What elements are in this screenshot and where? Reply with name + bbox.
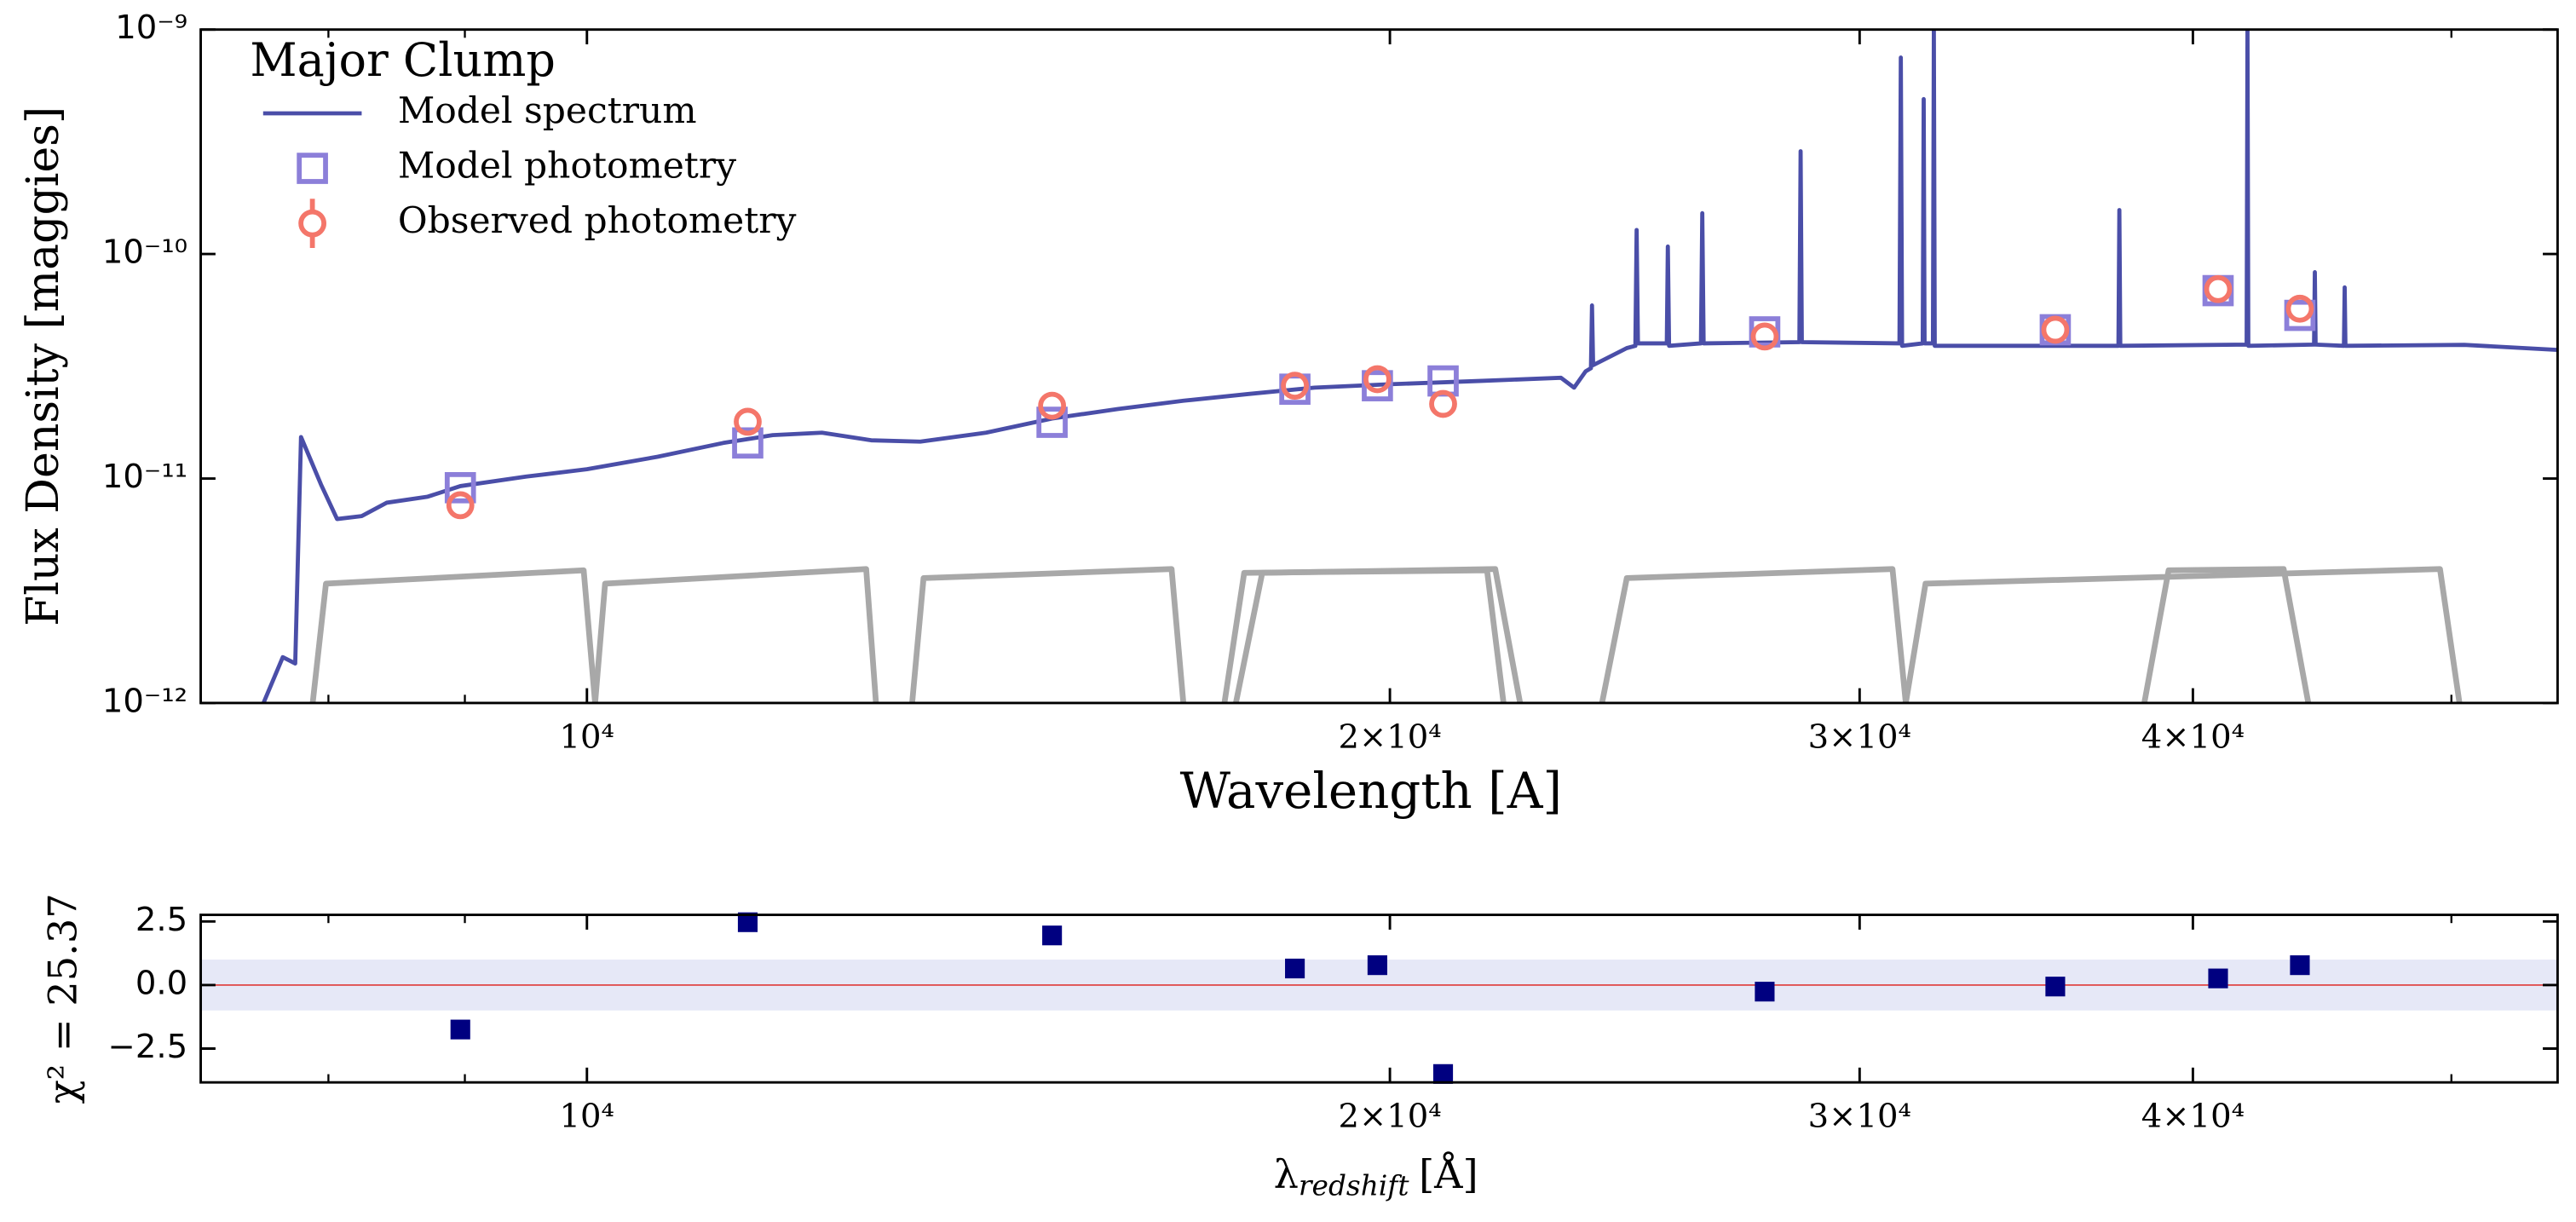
residual-point [2045,977,2066,997]
observed-photometry-point [734,407,762,436]
y-tick-label: −2.5 [108,1028,188,1066]
x-tick-label: 10⁴ [560,1098,614,1136]
residual-point [737,912,758,932]
x-tick-label: 3×10⁴ [1808,718,1911,756]
x-tick-label: 2×10⁴ [1338,1098,1441,1136]
residual-point [2290,955,2310,976]
chart-title: Major Clump [250,33,556,87]
model-spectrum [261,29,2558,703]
legend-label: Model spectrum [398,89,697,131]
model-photometry-point [444,472,476,504]
y-tick-label: 10⁻¹⁰ [102,233,187,272]
filter-curve [1221,567,1507,703]
x-axis-label: λredshift [Å] [1274,1150,1478,1202]
residual-point [1285,958,1305,979]
x-axis-label: Wavelength [A] [1180,762,1562,820]
x-label-unit: [Å] [1419,1150,1478,1197]
filter-curve [309,567,598,703]
legend-swatch [297,153,328,184]
x-tick-label: 2×10⁴ [1338,718,1441,756]
observed-photometry-point [2204,274,2233,303]
residual-point [1367,955,1387,976]
observed-photometry-point [1363,365,1392,394]
model-photometry-point [732,427,764,459]
residual-point [2208,968,2228,989]
y-tick-label: 0.0 [135,964,187,1002]
filter-curve [1903,566,2463,703]
x-tick-label: 4×10⁴ [2141,1098,2245,1136]
model-photometry-point [1362,370,1393,401]
y-tick-label: 10⁻⁹ [115,9,187,47]
filter-curve [592,566,879,703]
plot-area [261,29,2558,703]
x-label-subscript: redshift [1299,1170,1409,1202]
filter-curve [1599,566,1909,703]
plot-area [200,960,2558,1011]
observed-photometry-point [1750,322,1779,351]
filter-curve [909,566,1187,703]
model-photometry-point [1036,406,1068,438]
residual-point [1042,925,1063,946]
observed-photometry-point [1281,372,1309,401]
filter-curve [1233,566,1524,703]
y-axis-label: Flux Density [maggies] [18,107,69,626]
model-photometry-point [2284,299,2316,331]
residual-point [1432,1063,1454,1084]
observed-photometry-point [1038,391,1067,420]
residual-point [1755,982,1775,1002]
observed-photometry-point [2285,294,2314,323]
y-axis-label: χ² = 25.37 [40,893,86,1104]
x-tick-label: 4×10⁴ [2141,718,2245,756]
observed-photometry-point [2041,315,2070,344]
x-tick-label: 3×10⁴ [1808,1098,1911,1136]
observed-photometry-point [1429,389,1457,418]
legend-label: Model photometry [398,145,736,187]
observed-photometry-point [446,491,475,520]
legend-swatch [298,209,326,238]
x-tick-label: 10⁴ [560,718,614,756]
filter-curve [2141,566,2312,703]
y-tick-label: 2.5 [135,901,187,939]
axes-frame [199,28,2559,705]
y-tick-label: 10⁻¹² [102,682,187,720]
y-tick-label: 10⁻¹¹ [102,458,187,496]
legend-label: Observed photometry [398,199,797,241]
residual-point [450,1019,470,1040]
axes-frame [199,914,2559,1084]
x-label-symbol: λ [1274,1151,1299,1197]
